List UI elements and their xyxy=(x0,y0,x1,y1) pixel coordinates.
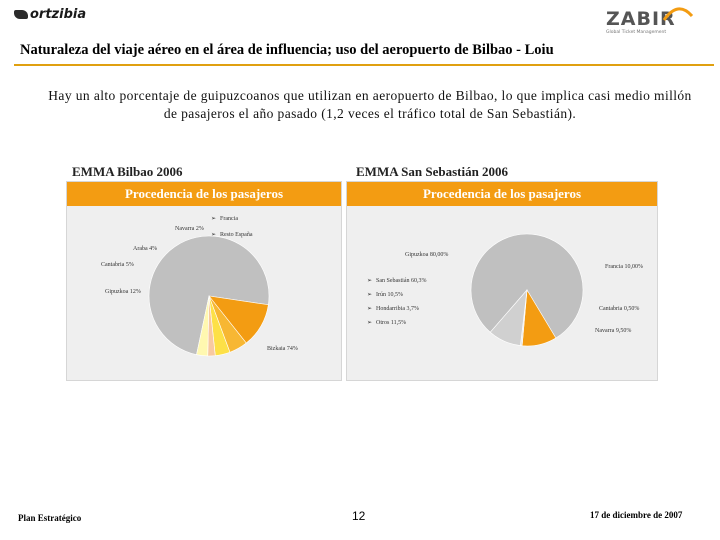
zabir-swoosh-icon xyxy=(662,7,694,21)
pie-label: Navarra 9,50% xyxy=(595,328,631,334)
ortzibia-logo: ortzibia xyxy=(14,6,86,22)
zabir-logo-text: ZABIR xyxy=(606,8,676,30)
legend-item: Otros 11,5% xyxy=(376,320,406,326)
pie-slice-resto xyxy=(196,295,210,357)
left-panel-label: EMMA Bilbao 2006 xyxy=(72,164,183,179)
legend-item: Irún 10,5% xyxy=(376,292,403,298)
right-panel-label: EMMA San Sebastián 2006 xyxy=(356,164,509,179)
legend-item: Resto España xyxy=(220,232,253,238)
pie-slice-gipuzkoa xyxy=(470,233,584,339)
pie-label: Navarra 2% xyxy=(175,226,204,232)
legend-item: Francia xyxy=(220,216,238,222)
pie-slice-bizkaia xyxy=(148,235,270,356)
legend-item: Hondarribia 3,7% xyxy=(376,306,419,312)
footer-date: 17 de diciembre de 2007 xyxy=(590,510,683,520)
zabir-logo: ZABIR Global Ticket Management xyxy=(606,4,706,40)
slide-title: Naturaleza del viaje aéreo en el área de… xyxy=(20,42,554,58)
legend-marker-icon: ➢ xyxy=(367,278,372,284)
ortzibia-mark-icon xyxy=(14,9,28,19)
legend-marker-icon: ➢ xyxy=(367,292,372,298)
pie-label: Bizkaia 74% xyxy=(267,346,298,352)
slide-subtitle: Hay un alto porcentaje de guipuzcoanos q… xyxy=(48,88,692,121)
legend-marker-icon: ➢ xyxy=(211,232,216,238)
bilbao-panel-header: Procedencia de los pasajeros xyxy=(67,182,341,206)
ortzibia-logo-text: ortzibia xyxy=(30,6,87,22)
footer-plan: Plan Estratégico xyxy=(18,513,82,523)
title-divider xyxy=(14,64,714,66)
pie-label: Cantabria 0,50% xyxy=(599,306,639,312)
legend-marker-icon: ➢ xyxy=(211,216,216,222)
pie-label: Araba 4% xyxy=(133,246,157,252)
zabir-tagline: Global Ticket Management xyxy=(606,30,667,35)
sansebastian-panel-header: Procedencia de los pasajeros xyxy=(347,182,657,206)
pie-label: Cantabria 5% xyxy=(101,262,134,268)
pie-label: Gipuzkoa 12% xyxy=(105,289,141,295)
pie-label: Francia 10,00% xyxy=(605,264,643,270)
pie-slice-navarra xyxy=(489,289,528,346)
legend-marker-icon: ➢ xyxy=(367,320,372,326)
sansebastian-pie-chart: Gipuzkoa 80,00% Francia 10,00% Cantabria 0… xyxy=(367,233,643,347)
sansebastian-chart-panel: Procedencia de los pasajeros Gipuzkoa 80… xyxy=(346,181,658,381)
bilbao-pie-chart: Bizkaia 74% Gipuzkoa 12% Cantabria 5% Araba… xyxy=(101,216,298,357)
legend-marker-icon: ➢ xyxy=(367,306,372,312)
bilbao-chart-panel: Procedencia de los pasajeros Bizkaia 74%… xyxy=(66,181,342,381)
pie-label: Gipuzkoa 80,00% xyxy=(405,252,448,258)
legend-item: San Sebastián 60,3% xyxy=(376,278,427,284)
page-number: 12 xyxy=(352,509,366,523)
